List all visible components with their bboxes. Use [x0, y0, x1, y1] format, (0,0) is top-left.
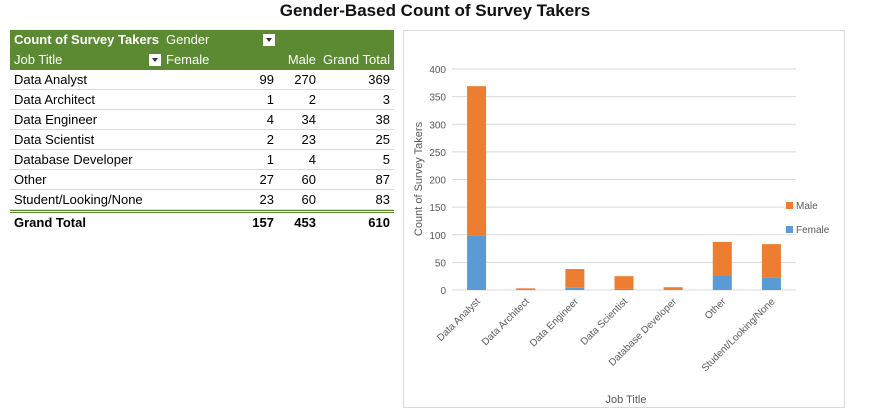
pivot-cell-female: 4: [266, 112, 274, 127]
x-tick-label: Data Engineer: [528, 296, 581, 349]
pivot-cell-total: 369: [368, 72, 390, 87]
x-tick-label: Data Scientist: [579, 296, 631, 348]
pivot-grand-total-row: Grand Total 157 453 610: [10, 210, 394, 233]
y-tick-label: 50: [435, 258, 447, 269]
pivot-cell-total: 5: [382, 152, 390, 167]
y-axis-title: Count of Survey Takers: [413, 121, 425, 236]
pivot-row: Student/Looking/None 23 60 83: [10, 190, 394, 210]
pivot-cell-male: 4: [308, 152, 316, 167]
pivot-row-label: Data Scientist: [14, 132, 95, 147]
gender-filter-dropdown-icon[interactable]: [262, 33, 276, 47]
pivot-cell-male: 34: [301, 112, 316, 127]
pivot-row-label: Database Developer: [14, 152, 133, 167]
grand-total-total: 610: [368, 215, 390, 230]
pivot-cell-female: 1: [266, 152, 274, 167]
bar-female: [663, 289, 683, 290]
pivot-cell-male: 60: [301, 192, 316, 207]
bar-male: [663, 287, 683, 290]
pivot-row-label: Data Engineer: [14, 112, 98, 127]
x-tick-label: Data Architect: [480, 296, 532, 348]
grand-total-label: Grand Total: [14, 215, 86, 230]
y-tick-label: 200: [429, 176, 446, 187]
y-tick-label: 350: [429, 93, 446, 104]
pivot-row-label: Other: [14, 172, 47, 187]
pivot-measure-label: Count of Survey Takers: [14, 32, 159, 47]
pivot-row-field-label: Job Title: [14, 52, 63, 67]
pivot-cell-total: 38: [375, 112, 390, 127]
pivot-cell-male: 2: [308, 92, 316, 107]
y-tick-label: 150: [429, 203, 446, 214]
pivot-table: Count of Survey Takers Gender Job Title …: [10, 30, 394, 233]
job-title-filter-dropdown-icon[interactable]: [148, 53, 162, 67]
pivot-row: Database Developer 1 4 5: [10, 150, 394, 170]
x-tick-label: Other: [703, 296, 729, 322]
pivot-row: Other 27 60 87: [10, 170, 394, 190]
pivot-cell-female: 99: [259, 72, 274, 87]
bar-female: [516, 289, 536, 290]
pivot-cell-female: 1: [266, 92, 274, 107]
bar-female: [712, 275, 732, 290]
pivot-cell-female: 2: [266, 132, 274, 147]
pivot-cell-male: 270: [294, 72, 316, 87]
pivot-cell-total: 83: [375, 192, 390, 207]
pivot-row: Data Scientist 2 23 25: [10, 130, 394, 150]
pivot-cell-total: 25: [375, 132, 390, 147]
bar-male: [761, 244, 781, 278]
page-title: Gender-Based Count of Survey Takers: [279, 1, 591, 20]
pivot-cell-female: 23: [259, 192, 274, 207]
y-tick-label: 0: [440, 286, 446, 297]
pivot-cell-male: 23: [301, 132, 316, 147]
pivot-cell-male: 60: [301, 172, 316, 187]
pivot-cell-total: 3: [382, 92, 390, 107]
pivot-row: Data Architect 1 2 3: [10, 90, 394, 110]
pivot-col-female-header: Female: [166, 52, 210, 67]
x-tick-label: Data Analyst: [435, 296, 483, 344]
pivot-col-male-header: Male: [287, 52, 316, 67]
pivot-row-label: Data Architect: [14, 92, 95, 107]
pivot-column-field-label: Gender: [166, 32, 210, 47]
bar-male: [467, 86, 487, 236]
bar-female: [761, 277, 781, 290]
bar-male: [712, 241, 732, 276]
pivot-cell-female: 27: [259, 172, 274, 187]
bar-male: [614, 276, 634, 289]
pivot-row-label: Student/Looking/None: [14, 192, 143, 207]
grand-total-male: 453: [294, 215, 316, 230]
legend-swatch-female: [786, 226, 793, 233]
pivot-row-label: Data Analyst: [14, 72, 87, 87]
grand-total-female: 157: [252, 215, 274, 230]
chart-container[interactable]: 0 50 100 150 200 250 300 350 400 Data Analyst Data…: [403, 30, 845, 408]
y-tick-label: 300: [429, 120, 446, 131]
y-tick-label: 100: [429, 231, 446, 242]
pivot-cell-total: 87: [375, 172, 390, 187]
bar-female: [467, 235, 487, 290]
pivot-header-cols: Job Title Female Male Grand Total: [10, 50, 394, 70]
legend-swatch-male: [786, 202, 793, 209]
bar-male: [565, 269, 585, 288]
bar-female: [614, 288, 634, 290]
pivot-row: Data Engineer 4 34 38: [10, 110, 394, 130]
bar-male: [516, 288, 536, 290]
pivot-col-total-header: Grand Total: [323, 52, 390, 67]
legend-label-female: Female: [796, 225, 830, 236]
pivot-row: Data Analyst 99 270 369: [10, 70, 394, 90]
legend-label-male: Male: [796, 201, 818, 212]
y-tick-label: 400: [429, 65, 446, 76]
x-axis-title: Job Title: [606, 394, 647, 406]
y-tick-label: 250: [429, 148, 446, 159]
bar-female: [565, 287, 585, 290]
pivot-header-top: Count of Survey Takers Gender: [10, 30, 394, 50]
